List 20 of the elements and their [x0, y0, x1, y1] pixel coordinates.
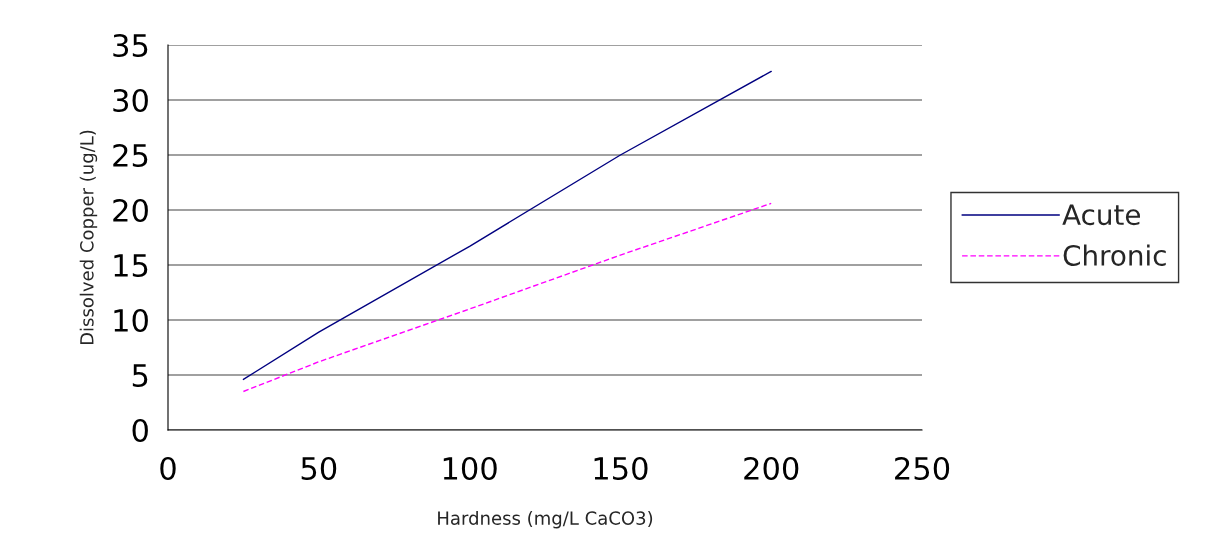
y-tick-label: 5 [132, 364, 148, 388]
x-axis-title: Hardness (mg/L CaCO3) [438, 510, 653, 529]
x-tick-label: 250 [895, 456, 950, 481]
legend-label: Acute [1062, 204, 1140, 226]
y-tick-label: 0 [132, 418, 148, 443]
line-series [242, 202, 772, 393]
y-tick-label: 25 [113, 143, 148, 168]
x-tick-label: 50 [301, 456, 337, 481]
legend-label: Chronic [1063, 244, 1166, 266]
x-tick-label: 0 [160, 456, 176, 481]
x-tick-label: 150 [594, 456, 648, 481]
y-tick-label: 35 [113, 33, 148, 58]
y-tick-label: 20 [113, 198, 148, 223]
x-tick-label: 200 [744, 456, 799, 481]
line-series [242, 70, 772, 381]
y-tick-label: 30 [113, 88, 148, 113]
y-tick-label: 10 [114, 308, 148, 333]
y-axis-title: Dissolved Copper (ug/L) [79, 130, 98, 345]
y-tick-label: 15 [114, 254, 148, 278]
x-tick-label: 100 [443, 456, 497, 481]
